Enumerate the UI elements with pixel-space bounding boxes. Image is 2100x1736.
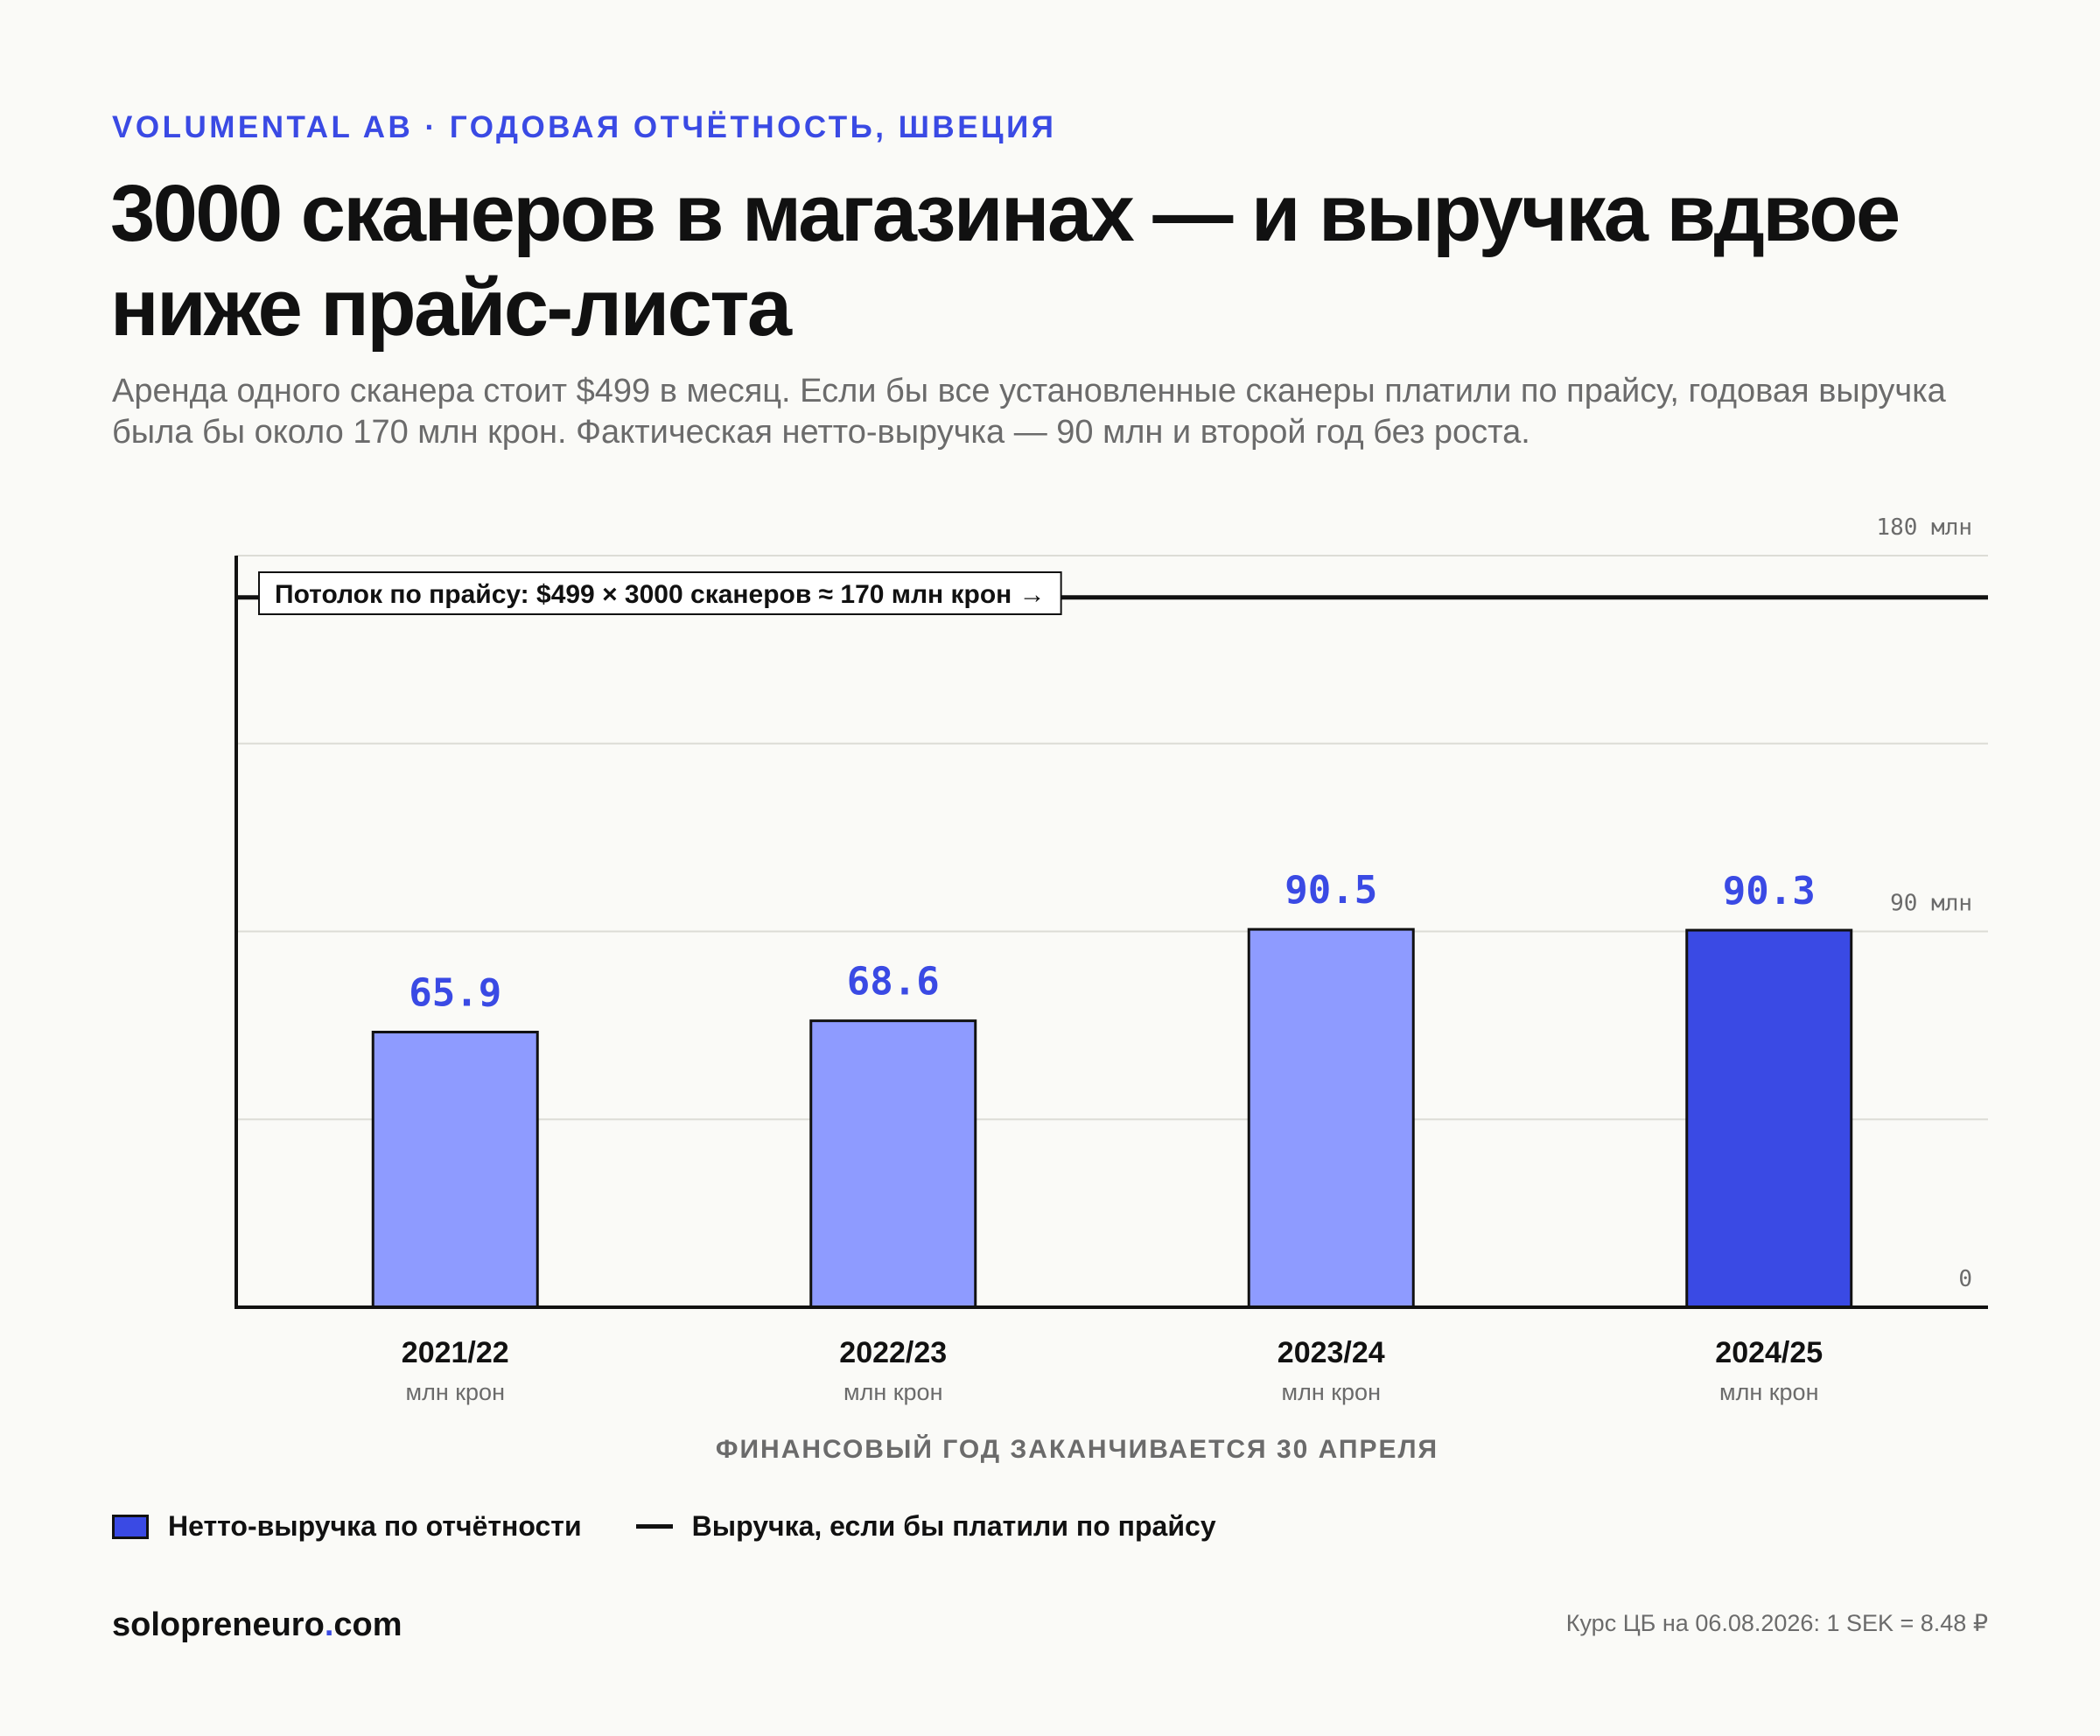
brand-dot: . <box>324 1606 334 1643</box>
brand-tld: com <box>333 1606 402 1643</box>
line-swatch-icon <box>635 1524 673 1529</box>
revenue-bar-chart: 0 90 млн 180 млн Потолок по прайсу: $499 × … <box>234 514 1988 1464</box>
x-unit-label: млн крон <box>1282 1379 1381 1405</box>
x-tick-label: 2024/25 <box>1715 1336 1823 1369</box>
page-title: 3000 сканеров в магазинах — и выручка вд… <box>110 169 1900 353</box>
bar <box>809 1019 977 1309</box>
brand-logo[interactable]: solopreneuro.com <box>112 1606 402 1644</box>
price-ceiling-label-box <box>258 571 1062 615</box>
bar-swatch-icon <box>112 1514 149 1539</box>
legend-label-price-revenue: Выручка, если бы платили по прайсу <box>691 1510 1216 1542</box>
exchange-rate-note: Курс ЦБ на 06.08.2026: 1 SEK = 8.48 ₽ <box>1565 1610 1988 1636</box>
bar-value-label: 90.3 <box>1723 869 1816 914</box>
x-unit-label: млн крон <box>1719 1379 1818 1405</box>
x-axis-title: ФИНАНСОВЫЙ ГОД ЗАКАНЧИВАЕТСЯ 30 АПРЕЛЯ <box>716 1434 1438 1464</box>
bar <box>1247 928 1415 1309</box>
kicker: VOLUMENTAL AB · ГОДОВАЯ ОТЧЁТНОСТЬ, ШВЕЦ… <box>112 110 1057 144</box>
subtitle: Аренда одного сканера стоит $499 в месяц… <box>112 373 1946 451</box>
y-tick-label: 90 млн <box>1890 891 1972 917</box>
bar-value-label: 65.9 <box>409 971 501 1016</box>
bar <box>371 1031 539 1309</box>
price-ceiling-label: Потолок по прайсу: $499 × 3000 сканеров … <box>275 580 1046 609</box>
x-unit-label: млн крон <box>844 1379 942 1405</box>
legend-label-net-revenue: Нетто-выручка по отчётности <box>168 1510 582 1542</box>
legend-item-price-revenue: Выручка, если бы платили по прайсу <box>635 1510 1216 1543</box>
brand-name: solopreneuro <box>112 1606 325 1643</box>
bar-value-label: 68.6 <box>847 960 940 1004</box>
x-tick-label: 2023/24 <box>1278 1336 1385 1369</box>
legend-item-net-revenue: Нетто-выручка по отчётности <box>112 1510 582 1543</box>
x-tick-label: 2021/22 <box>402 1336 509 1369</box>
x-tick-label: 2022/23 <box>839 1336 947 1369</box>
legend: Нетто-выручка по отчётности Выручка, есл… <box>112 1510 1270 1543</box>
x-unit-label: млн крон <box>406 1379 505 1405</box>
y-tick-label: 180 млн <box>1876 514 1972 541</box>
bar-value-label: 90.5 <box>1284 868 1377 913</box>
y-tick-label: 0 <box>1958 1266 1972 1292</box>
bar <box>1685 928 1853 1309</box>
